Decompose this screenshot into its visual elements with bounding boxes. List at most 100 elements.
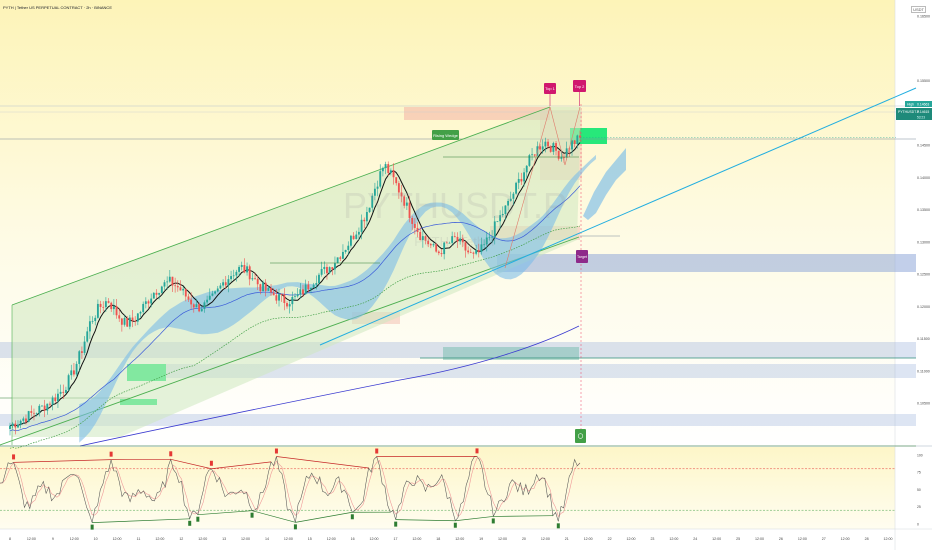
time-tick-label: 28	[865, 537, 869, 541]
candle-body	[227, 279, 230, 286]
time-tick-label: 10	[94, 537, 98, 541]
time-tick-label: 21	[565, 537, 569, 541]
candle-body	[499, 215, 502, 222]
time-tick-label: 12:00	[370, 537, 379, 541]
candle-body	[126, 318, 129, 327]
candle-body	[477, 249, 480, 252]
candle-body	[70, 370, 73, 376]
candle-body	[299, 289, 302, 295]
candle-body	[19, 420, 22, 425]
candle-body	[456, 236, 459, 242]
candle-body	[547, 141, 549, 147]
candle-body	[192, 304, 195, 308]
trend-lines	[0, 87, 917, 447]
candle-body	[539, 146, 541, 150]
candle-body	[397, 183, 400, 193]
candle-body	[27, 411, 30, 422]
candle-body	[78, 351, 81, 364]
candle-body	[54, 397, 57, 402]
candle-body	[413, 223, 416, 228]
stoch-divergence-line-bear	[276, 456, 369, 469]
rising-trend-line	[319, 87, 917, 346]
stoch-divergence-line-bull	[455, 516, 494, 522]
candle-body	[504, 205, 507, 214]
candle-body	[256, 279, 259, 285]
candle-body	[389, 170, 392, 173]
candle-body	[411, 217, 414, 224]
candle-body	[536, 146, 539, 156]
top1-label: Top 1	[545, 86, 556, 91]
candle-body	[270, 287, 272, 293]
candle-body	[291, 296, 294, 305]
time-tick-label: 12:00	[284, 537, 293, 541]
candle-body	[491, 236, 494, 238]
candle-body	[115, 306, 118, 316]
candle-body	[155, 292, 158, 295]
stoch-divergence-line-bull	[251, 510, 296, 523]
time-tick-label: 12:00	[498, 537, 507, 541]
candle-body	[437, 251, 440, 254]
candle-body	[352, 235, 355, 240]
candle-body	[123, 318, 126, 325]
rising-wedge-label: Rising Wedge	[433, 133, 459, 138]
stoch-trough-marker	[394, 521, 398, 527]
candle-body	[286, 303, 288, 307]
high-flag-label: High	[907, 103, 914, 107]
candle-body	[187, 296, 190, 300]
candle-body	[432, 244, 435, 246]
candle-body	[429, 244, 432, 246]
candle-body	[147, 301, 150, 304]
wedge-upper-line	[11, 106, 551, 306]
candle-body	[128, 317, 131, 327]
stoch-trough-marker	[90, 524, 94, 530]
candle-body	[222, 282, 225, 286]
candle-body	[307, 284, 310, 290]
rising-wedge-label-bg	[432, 130, 459, 140]
candle-body	[35, 413, 38, 415]
candle-body	[419, 231, 422, 241]
stoch-tick-label: 50	[917, 488, 921, 492]
last-price-countdown: 53:23	[917, 116, 925, 120]
candle-body	[104, 301, 107, 308]
currency-badge[interactable]: USDT	[911, 6, 926, 13]
stoch-divergence-line-bull	[295, 511, 353, 523]
top1-drop-line	[504, 106, 551, 269]
stoch-peak-marker	[475, 448, 479, 454]
candle-body	[14, 423, 17, 428]
stoch-k-line	[0, 455, 581, 523]
time-tick-label: 12:00	[669, 537, 678, 541]
stoch-peak-marker	[109, 451, 113, 457]
candle-body	[453, 236, 456, 237]
candle-body	[166, 281, 169, 283]
candle-body	[17, 424, 19, 428]
candle-body	[107, 301, 110, 303]
candle-body	[387, 164, 390, 173]
time-tick-label: 12:00	[841, 537, 850, 541]
candle-body	[288, 304, 291, 307]
candle-body	[328, 267, 331, 274]
candle-body	[451, 236, 454, 243]
candle-body	[373, 188, 376, 196]
candle-body	[118, 315, 121, 319]
candle-body	[41, 405, 43, 407]
candle-body	[331, 267, 334, 270]
stoch-peak-marker	[209, 460, 213, 466]
candle-body	[112, 306, 115, 310]
candle-body	[448, 242, 451, 244]
candle-body	[91, 320, 94, 322]
candle-body	[251, 278, 254, 280]
candle-body	[184, 288, 187, 297]
watermark-text: PYTHUSDT.P	[343, 185, 567, 226]
time-tick-label: 12:00	[455, 537, 464, 541]
candle-body	[443, 242, 446, 255]
ichimoku-cloud	[79, 148, 626, 443]
stoch-tick-label: 100	[917, 453, 923, 457]
candle-body	[304, 284, 307, 295]
time-tick-label: 12:00	[70, 537, 79, 541]
candle-body	[38, 405, 41, 414]
stoch-divergence-line-bull	[197, 510, 253, 516]
time-tick-label: 12	[179, 537, 183, 541]
time-tick-label: 12:00	[712, 537, 721, 541]
candle-body	[83, 341, 86, 353]
